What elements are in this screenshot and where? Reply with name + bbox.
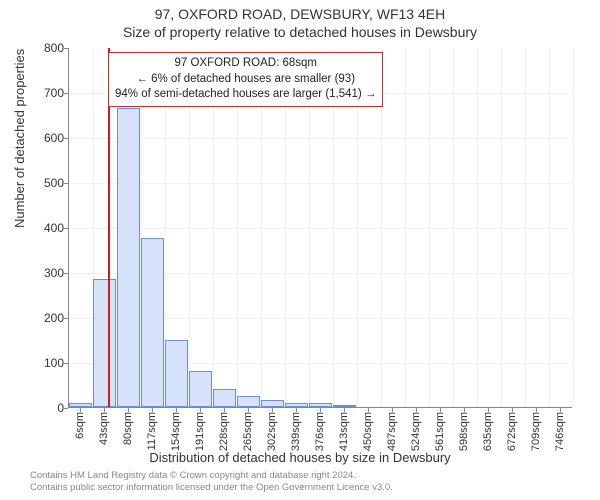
- x-tick-label: 117sqm: [146, 412, 158, 450]
- x-tick-label: 191sqm: [194, 412, 206, 451]
- x-tick-mark: [248, 408, 249, 412]
- histogram-bar: [285, 403, 308, 408]
- x-tick-label: 598sqm: [458, 412, 470, 451]
- x-tick-mark: [344, 408, 345, 412]
- histogram-bar: [117, 108, 140, 407]
- y-tick-label: 0: [24, 401, 64, 415]
- y-tick-mark: [64, 93, 68, 94]
- x-tick-label: 43sqm: [98, 412, 110, 445]
- y-tick-mark: [64, 273, 68, 274]
- x-tick-label: 376sqm: [314, 412, 326, 451]
- y-tick-label: 700: [24, 86, 64, 100]
- x-tick-label: 672sqm: [506, 412, 518, 451]
- y-tick-label: 500: [24, 176, 64, 190]
- x-tick-mark: [464, 408, 465, 412]
- x-tick-mark: [104, 408, 105, 412]
- x-tick-mark: [176, 408, 177, 412]
- y-tick-label: 100: [24, 356, 64, 370]
- x-tick-mark: [272, 408, 273, 412]
- gridline-h: [69, 138, 572, 139]
- x-tick-mark: [512, 408, 513, 412]
- x-tick-mark: [488, 408, 489, 412]
- gridline-h: [69, 183, 572, 184]
- gridline-v: [453, 48, 454, 407]
- x-tick-label: 635sqm: [482, 412, 494, 451]
- gridline-v: [525, 48, 526, 407]
- histogram-bar: [309, 403, 332, 407]
- x-tick-label: 265sqm: [242, 412, 254, 451]
- y-tick-label: 200: [24, 311, 64, 325]
- page-subtitle: Size of property relative to detached ho…: [0, 24, 600, 40]
- x-tick-label: 450sqm: [362, 412, 374, 451]
- histogram-bar: [141, 238, 164, 407]
- x-tick-label: 413sqm: [338, 412, 350, 451]
- x-tick-mark: [152, 408, 153, 412]
- histogram-bar: [333, 405, 356, 407]
- x-tick-label: 746sqm: [554, 412, 566, 451]
- x-tick-mark: [440, 408, 441, 412]
- x-tick-label: 228sqm: [218, 412, 230, 451]
- histogram-bar: [189, 371, 212, 407]
- x-tick-label: 561sqm: [434, 412, 446, 451]
- y-tick-mark: [64, 48, 68, 49]
- gridline-h: [69, 228, 572, 229]
- x-tick-label: 524sqm: [410, 412, 422, 451]
- annotation-line-1: 97 OXFORD ROAD: 68sqm: [115, 56, 376, 72]
- gridline-v: [573, 48, 574, 407]
- x-tick-mark: [224, 408, 225, 412]
- x-tick-mark: [392, 408, 393, 412]
- x-tick-label: 302sqm: [266, 412, 278, 451]
- annotation-line-3: 94% of semi-detached houses are larger (…: [115, 87, 376, 103]
- y-tick-label: 300: [24, 266, 64, 280]
- y-tick-mark: [64, 228, 68, 229]
- histogram-bar: [165, 340, 188, 408]
- y-tick-label: 600: [24, 131, 64, 145]
- x-tick-mark: [80, 408, 81, 412]
- x-tick-label: 339sqm: [290, 412, 302, 451]
- gridline-v: [501, 48, 502, 407]
- x-tick-mark: [560, 408, 561, 412]
- x-tick-label: 709sqm: [530, 412, 542, 451]
- y-tick-mark: [64, 138, 68, 139]
- x-tick-label: 487sqm: [386, 412, 398, 451]
- y-tick-mark: [64, 363, 68, 364]
- x-tick-mark: [128, 408, 129, 412]
- histogram-bar: [237, 396, 260, 407]
- x-tick-mark: [416, 408, 417, 412]
- histogram-bar: [213, 389, 236, 407]
- page-address: 97, OXFORD ROAD, DEWSBURY, WF13 4EH: [0, 6, 600, 22]
- reference-annotation: 97 OXFORD ROAD: 68sqm ← 6% of detached h…: [108, 52, 383, 107]
- y-tick-mark: [64, 183, 68, 184]
- histogram-bar: [261, 400, 284, 407]
- gridline-v: [429, 48, 430, 407]
- x-tick-mark: [200, 408, 201, 412]
- annotation-line-2: ← 6% of detached houses are smaller (93): [115, 72, 376, 88]
- x-tick-mark: [296, 408, 297, 412]
- x-tick-mark: [320, 408, 321, 412]
- histogram-bar: [69, 403, 92, 408]
- y-tick-mark: [64, 408, 68, 409]
- x-tick-label: 6sqm: [74, 412, 86, 439]
- footer-line-1: Contains HM Land Registry data © Crown c…: [30, 470, 393, 482]
- x-tick-mark: [536, 408, 537, 412]
- gridline-v: [477, 48, 478, 407]
- histogram-bar: [93, 279, 116, 407]
- footer-attribution: Contains HM Land Registry data © Crown c…: [30, 470, 393, 494]
- x-tick-mark: [368, 408, 369, 412]
- x-axis-label: Distribution of detached houses by size …: [0, 450, 600, 465]
- y-tick-label: 800: [24, 41, 64, 55]
- footer-line-2: Contains public sector information licen…: [30, 482, 393, 494]
- gridline-v: [549, 48, 550, 407]
- x-tick-label: 154sqm: [170, 412, 182, 451]
- x-tick-label: 80sqm: [122, 412, 134, 445]
- gridline-v: [405, 48, 406, 407]
- y-tick-mark: [64, 318, 68, 319]
- y-tick-label: 400: [24, 221, 64, 235]
